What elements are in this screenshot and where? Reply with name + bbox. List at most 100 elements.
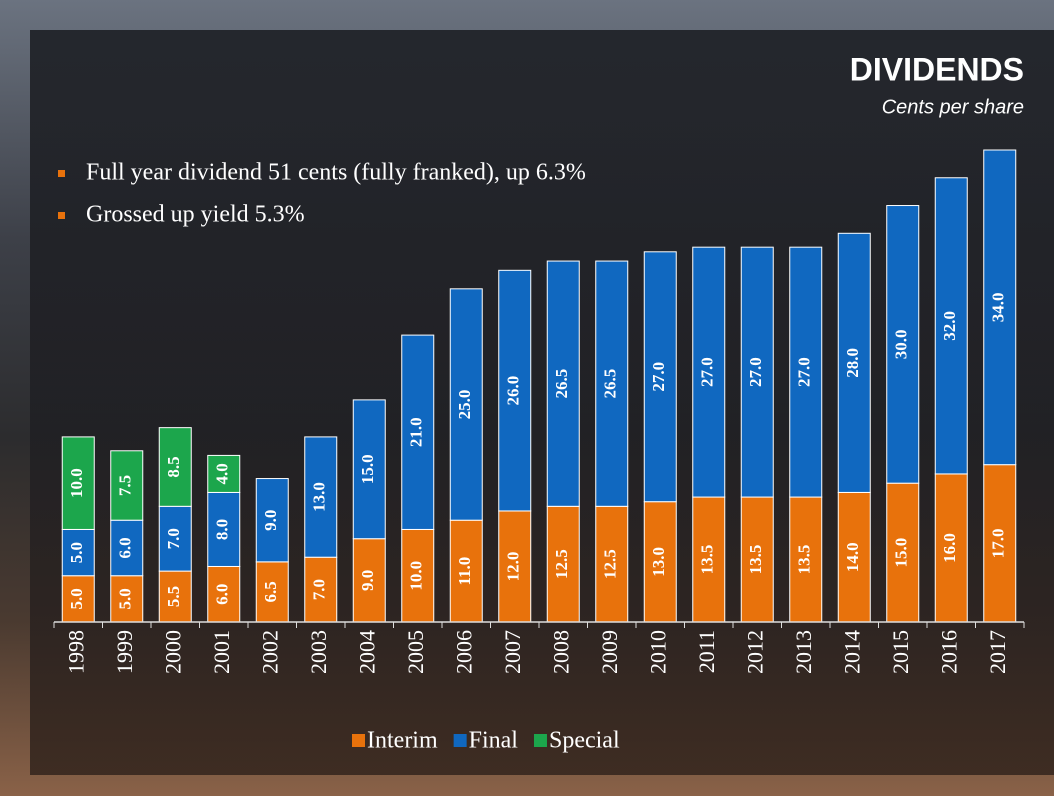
x-tick-label: 2013 (791, 630, 816, 674)
value-label: 21.0 (407, 417, 426, 447)
bar-segment (886, 205, 920, 484)
x-tick-label: 2009 (597, 630, 622, 674)
bar-segment (498, 510, 532, 623)
bar-segment (449, 288, 483, 521)
bar-segment (158, 427, 192, 507)
bar-segment (304, 556, 338, 623)
bar-segment (207, 454, 241, 493)
value-label: 30.0 (892, 329, 911, 359)
value-label: 8.0 (213, 519, 232, 540)
bar-segment (401, 334, 435, 530)
value-label: 7.0 (164, 528, 183, 549)
bar-segment (158, 505, 192, 572)
value-label: 17.0 (989, 528, 1008, 558)
value-label: 9.0 (358, 570, 377, 591)
x-tick-label: 2012 (742, 630, 767, 674)
bar-segment (934, 473, 968, 623)
value-label: 6.0 (116, 537, 135, 558)
bar-segment (352, 399, 386, 540)
value-label: 15.0 (358, 454, 377, 484)
bar-segment (304, 436, 338, 558)
value-label: 12.5 (601, 549, 620, 579)
value-label: 26.5 (552, 369, 571, 399)
bar-segment (110, 450, 144, 521)
value-label: 27.0 (698, 357, 717, 387)
value-label: 7.0 (310, 579, 329, 600)
value-label: 11.0 (455, 557, 474, 586)
value-label: 13.5 (746, 545, 765, 575)
bar-segment (789, 496, 823, 623)
x-tick-label: 1998 (63, 630, 88, 674)
annotation: Grossed up yield 5.3% (86, 202, 305, 228)
legend-label: Special (549, 728, 620, 754)
chart-title: DIVIDENDS (850, 51, 1024, 87)
x-tick-label: 2001 (209, 630, 234, 674)
bar-segment (498, 269, 532, 512)
value-label: 15.0 (892, 538, 911, 568)
x-tick-label: 1999 (112, 630, 137, 674)
bar-segment (352, 538, 386, 623)
legend-label: Interim (367, 728, 438, 754)
value-label: 6.0 (213, 584, 232, 605)
bar-segment (61, 436, 95, 530)
x-tick-label: 2014 (839, 630, 864, 674)
bar-segment (983, 149, 1017, 466)
value-label: 9.0 (261, 510, 280, 531)
value-label: 6.5 (261, 581, 280, 602)
legend-swatch (533, 734, 547, 747)
value-label: 10.0 (67, 468, 86, 498)
x-tick-label: 2011 (694, 630, 719, 673)
x-tick-label: 2016 (936, 630, 961, 674)
bullet-marker (58, 212, 65, 219)
x-tick-label: 2007 (500, 630, 525, 674)
bar-segment (886, 482, 920, 623)
value-label: 12.5 (552, 549, 571, 579)
legend-label: Final (469, 728, 519, 754)
bar-segment (983, 464, 1017, 623)
value-label: 7.5 (116, 475, 135, 496)
legend-swatch (453, 734, 467, 747)
x-tick-label: 2008 (548, 630, 573, 674)
x-tick-label: 2010 (645, 630, 670, 674)
value-label: 26.0 (504, 376, 523, 406)
value-label: 34.0 (989, 292, 1008, 322)
value-label: 27.0 (746, 357, 765, 387)
value-label: 5.0 (116, 588, 135, 609)
bar-segment (255, 478, 289, 563)
value-label: 8.5 (164, 456, 183, 477)
value-label: 13.5 (698, 545, 717, 575)
bar-segment (740, 496, 774, 623)
x-tick-label: 2006 (451, 630, 476, 674)
bar-segment (789, 246, 823, 498)
x-tick-label: 2005 (403, 630, 428, 674)
value-label: 12.0 (504, 552, 523, 582)
chart-subtitle: Cents per share (882, 96, 1024, 118)
value-label: 27.0 (649, 362, 668, 392)
value-label: 5.0 (67, 542, 86, 563)
value-label: 5.0 (67, 588, 86, 609)
bar-segment (546, 505, 580, 623)
x-tick-label: 2002 (257, 630, 282, 674)
bar-segment (61, 528, 95, 577)
value-label: 26.5 (601, 369, 620, 399)
value-label: 4.0 (213, 463, 232, 484)
value-label: 14.0 (843, 542, 862, 572)
bullet-marker (58, 170, 65, 177)
bar-segment (837, 232, 871, 493)
panel (30, 30, 1054, 775)
bar-segment (934, 177, 968, 475)
x-tick-label: 2003 (306, 630, 331, 674)
bar-segment (692, 496, 726, 623)
x-tick-label: 2017 (985, 630, 1010, 674)
value-label: 27.0 (795, 357, 814, 387)
bar-segment (740, 246, 774, 498)
value-label: 13.5 (795, 545, 814, 575)
bar-segment (546, 260, 580, 507)
annotation: Full year dividend 51 cents (fully frank… (86, 160, 586, 186)
value-label: 13.0 (310, 482, 329, 512)
x-tick-label: 2000 (160, 630, 185, 674)
x-tick-label: 2004 (354, 630, 379, 674)
value-label: 28.0 (843, 348, 862, 378)
x-tick-label: 2015 (888, 630, 913, 674)
